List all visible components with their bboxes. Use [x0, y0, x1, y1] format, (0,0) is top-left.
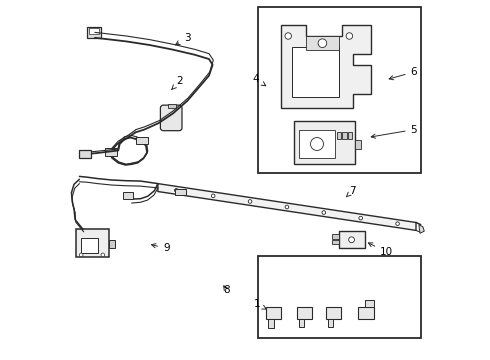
- Bar: [266, 307, 281, 319]
- Bar: [122, 192, 133, 199]
- Text: 5: 5: [371, 125, 417, 138]
- Bar: [81, 238, 98, 253]
- Bar: [332, 234, 339, 239]
- Text: 10: 10: [368, 243, 393, 257]
- Polygon shape: [268, 319, 274, 328]
- Bar: [136, 137, 148, 144]
- Text: 6: 6: [389, 67, 417, 80]
- Bar: [87, 27, 101, 38]
- Bar: [347, 132, 352, 139]
- Bar: [109, 240, 116, 248]
- Polygon shape: [328, 319, 333, 327]
- Circle shape: [311, 138, 323, 150]
- Circle shape: [79, 253, 83, 257]
- Polygon shape: [292, 47, 339, 97]
- Text: 3: 3: [175, 33, 191, 45]
- Text: 9: 9: [151, 243, 170, 253]
- Bar: [332, 240, 339, 244]
- Circle shape: [285, 33, 292, 39]
- Text: 7: 7: [346, 186, 356, 197]
- Polygon shape: [419, 225, 424, 233]
- Bar: [105, 148, 117, 156]
- Circle shape: [318, 39, 327, 48]
- Text: 1: 1: [253, 299, 267, 309]
- Bar: [299, 130, 335, 158]
- Circle shape: [349, 237, 354, 243]
- Bar: [326, 307, 341, 319]
- Bar: [76, 229, 109, 257]
- Bar: [168, 104, 175, 108]
- Circle shape: [211, 194, 215, 198]
- Polygon shape: [299, 319, 304, 327]
- Bar: [358, 307, 373, 319]
- Polygon shape: [365, 300, 373, 307]
- Bar: [297, 307, 312, 319]
- Text: 8: 8: [223, 285, 230, 295]
- Bar: [342, 132, 346, 139]
- Bar: [175, 189, 186, 195]
- Text: 4: 4: [253, 74, 266, 86]
- Bar: [258, 256, 421, 338]
- Bar: [339, 231, 365, 248]
- Bar: [90, 28, 99, 34]
- Circle shape: [396, 222, 399, 225]
- Circle shape: [101, 253, 104, 257]
- Bar: [306, 36, 339, 50]
- Circle shape: [285, 205, 289, 209]
- Circle shape: [346, 33, 353, 39]
- Bar: [337, 132, 341, 139]
- Bar: [294, 121, 355, 164]
- Bar: [79, 150, 91, 158]
- FancyBboxPatch shape: [160, 105, 182, 131]
- Circle shape: [248, 200, 252, 203]
- Bar: [355, 140, 361, 149]
- Polygon shape: [158, 184, 416, 230]
- Circle shape: [359, 216, 363, 220]
- Circle shape: [174, 189, 178, 192]
- Bar: [258, 7, 421, 173]
- Polygon shape: [281, 25, 371, 108]
- Text: 2: 2: [172, 76, 183, 89]
- Circle shape: [322, 211, 326, 214]
